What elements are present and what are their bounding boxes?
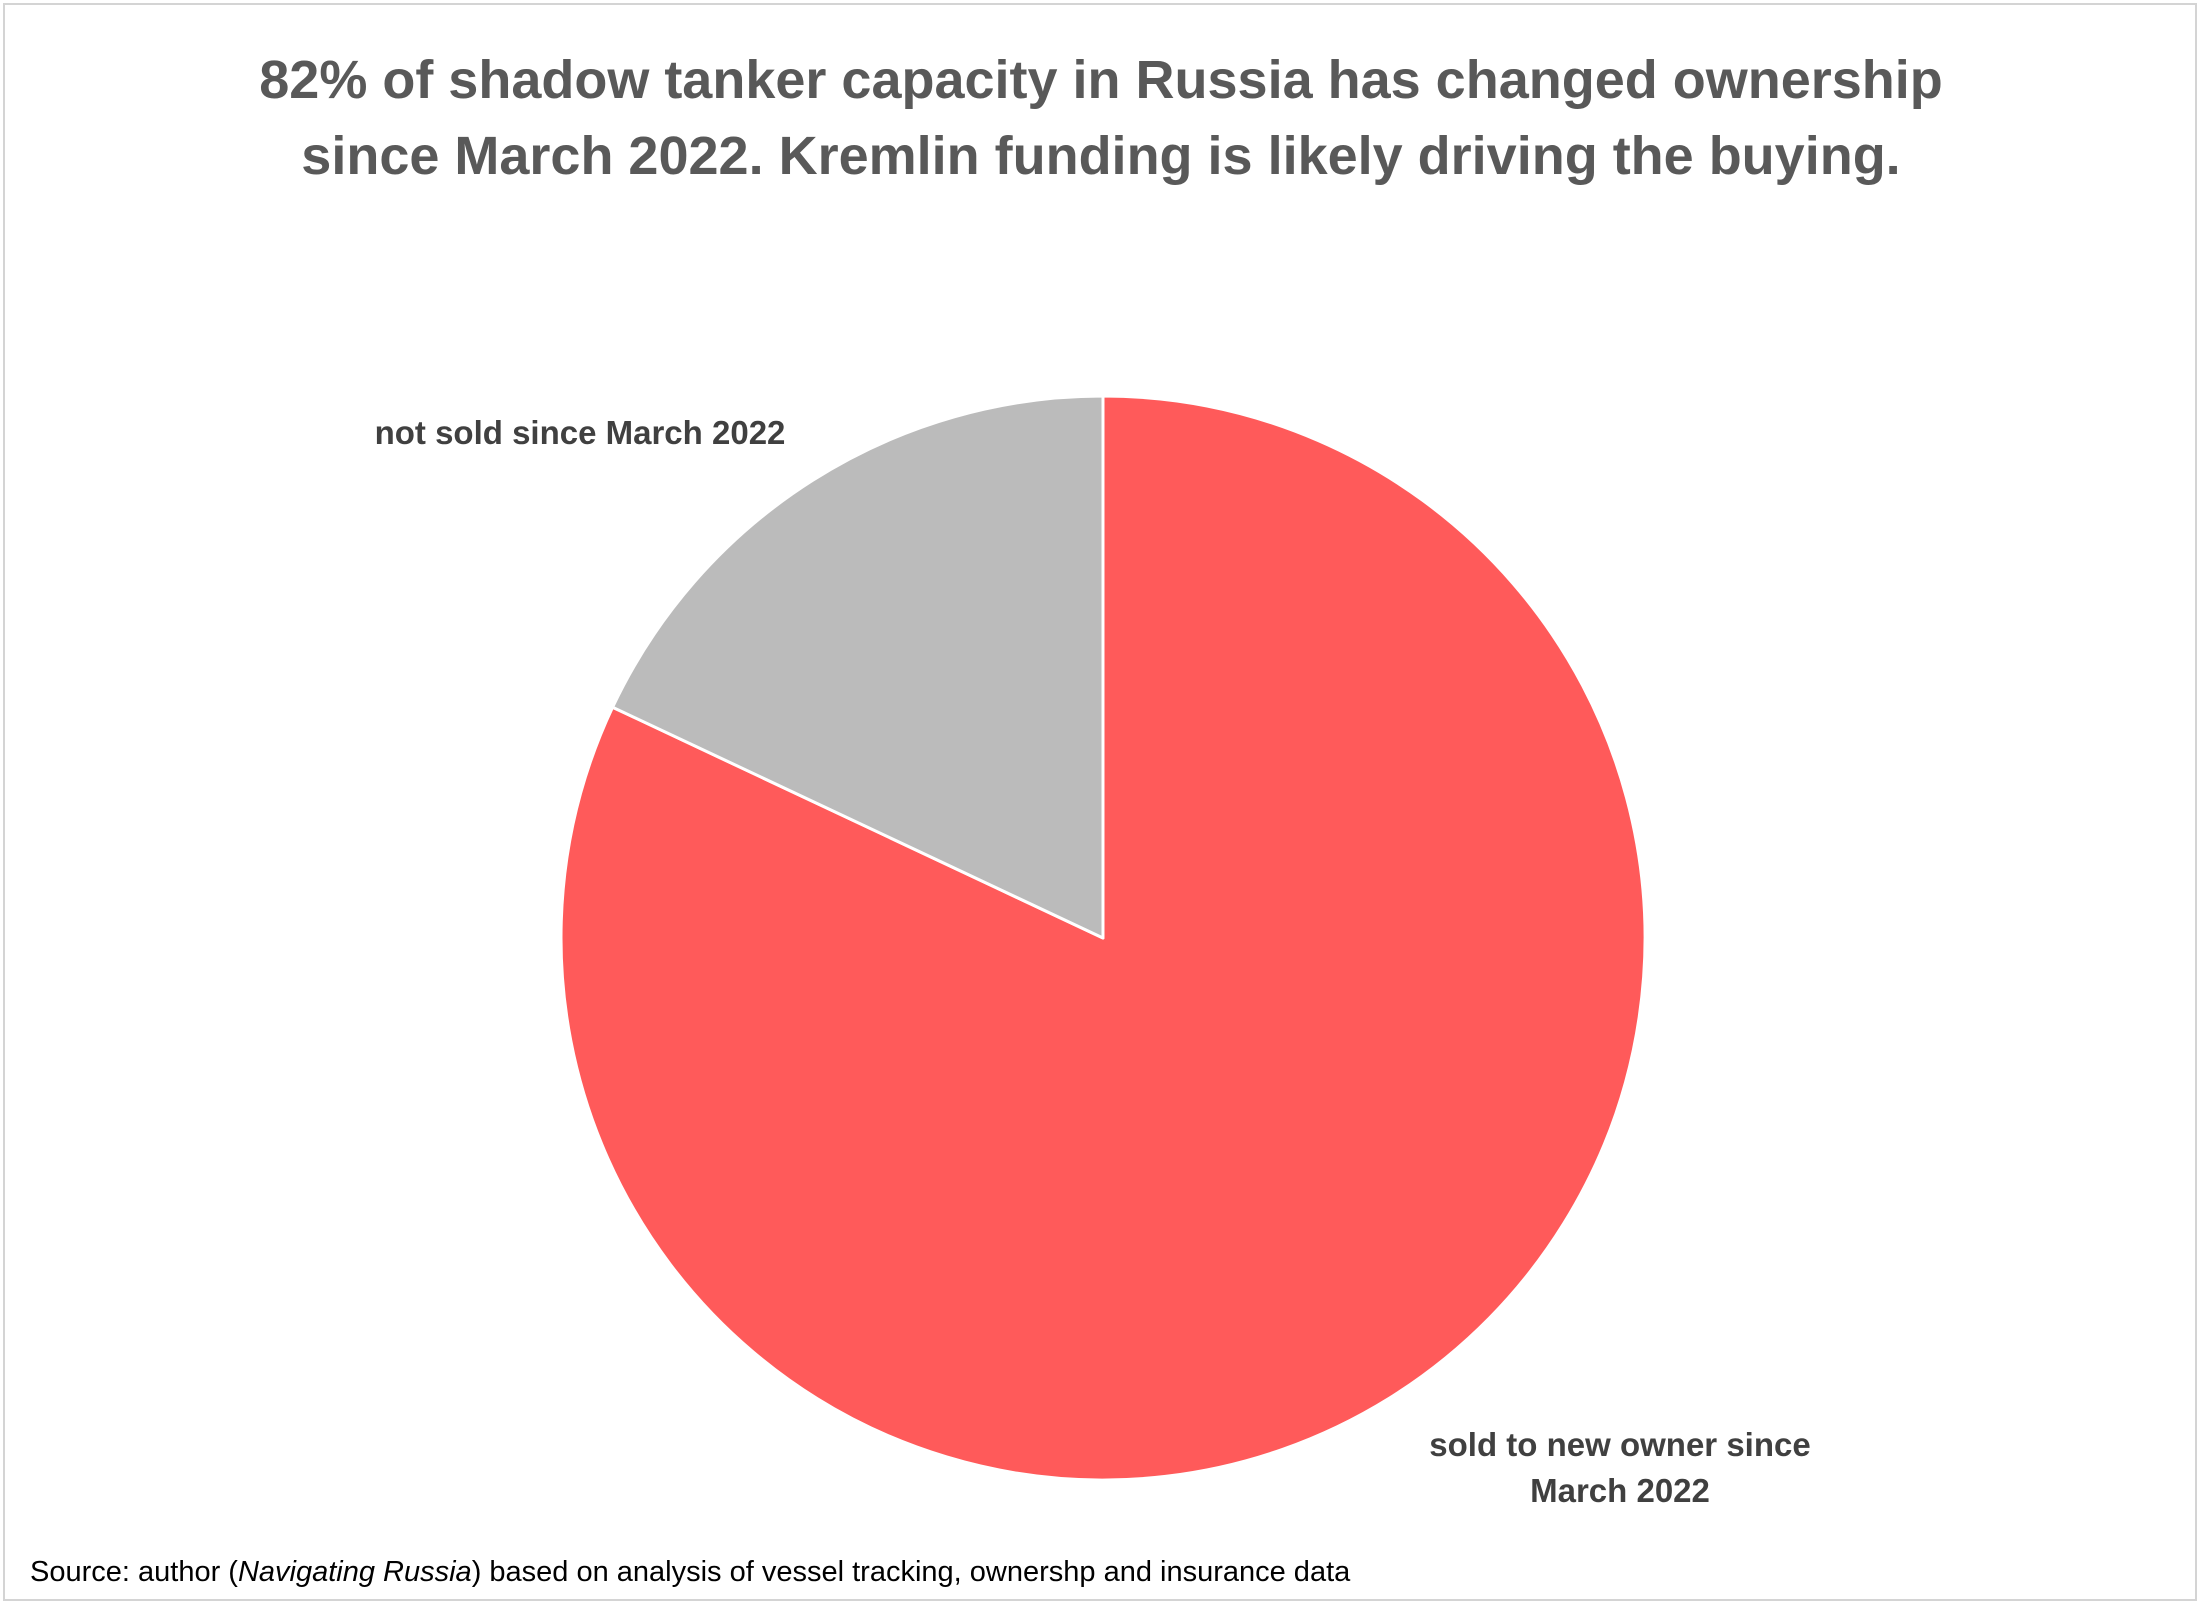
source-italic: Navigating Russia [237,1556,472,1588]
slice-label-sold: sold to new owner since March 2022 [1380,1422,1860,1514]
pie-slice-not-sold [611,394,1105,940]
slice-label-not-sold-line-1: not sold since March 2022 [374,414,786,451]
chart-title-line-1: 82% of shadow tanker capacity in Russia … [259,50,1943,110]
chart-title: 82% of shadow tanker capacity in Russia … [0,42,2202,194]
source-suffix: ) based on analysis of vessel tracking, … [471,1556,1351,1588]
source-note: Source: author (Navigating Russia) based… [30,1556,1350,1589]
slice-label-not-sold: not sold since March 2022 [340,410,820,456]
source-prefix: Source: author ( [30,1556,238,1588]
slice-label-sold-line-2: March 2022 [1530,1472,1710,1509]
slice-label-sold-line-1: sold to new owner since [1429,1426,1811,1463]
chart-title-line-2: since March 2022. Kremlin funding is lik… [301,126,1901,186]
